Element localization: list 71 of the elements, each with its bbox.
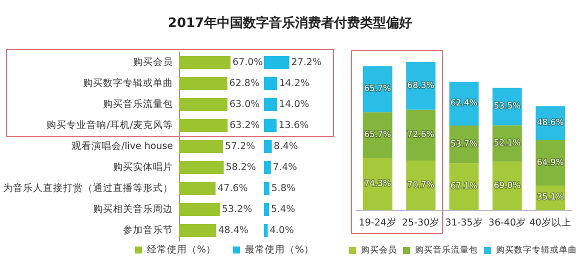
y-tick-label: 购买会员 (133, 56, 173, 68)
bar (264, 224, 268, 237)
bar (264, 56, 290, 69)
data-label: 8.4% (274, 141, 298, 152)
bar (264, 98, 278, 111)
data-label: 72.6% (407, 130, 434, 140)
data-label: 63.2% (230, 120, 260, 131)
bar (264, 77, 278, 90)
data-label: 62.4% (450, 98, 478, 109)
data-label: 4.0% (270, 225, 294, 236)
data-label: 58.2% (226, 162, 256, 173)
bar (264, 203, 270, 216)
data-label: 35.1% (536, 192, 564, 203)
bar (179, 182, 216, 195)
data-label: 70.7% (407, 180, 434, 190)
data-label: 14.2% (279, 78, 310, 89)
data-label: 7.4% (272, 162, 298, 173)
data-label: 64.9% (536, 158, 564, 168)
x-tick-label: 25-30岁 (402, 216, 440, 228)
data-label: 27.2% (291, 57, 322, 68)
data-label: 53.7% (450, 139, 478, 150)
bar (264, 161, 271, 174)
data-label: 62.8% (229, 78, 260, 89)
bar (264, 140, 272, 153)
data-label: 47.6% (218, 183, 248, 194)
data-label: 69.0% (494, 180, 521, 191)
y-tick-label: 购买相关音乐周边 (93, 203, 173, 215)
y-tick-label: 观看演唱会/live house (71, 140, 174, 152)
bar (179, 224, 216, 237)
legend-label: 购买数字专辑或单曲 (496, 244, 577, 256)
legend-label: 最常使用（%） (245, 244, 314, 256)
data-label: 14.0% (279, 99, 310, 110)
data-label: 63.0% (229, 99, 260, 110)
bar (179, 98, 228, 111)
bar (264, 119, 277, 132)
bar (179, 56, 231, 69)
text: 2017年中国数字音乐消费者付费类型偏好 (166, 14, 414, 32)
data-label: 5.8% (271, 183, 296, 194)
legend-label: 购买音乐流量包 (415, 244, 478, 256)
data-label: 65.7% (364, 84, 392, 94)
data-label: 5.4% (271, 204, 296, 215)
y-tick-label: 购买专业音响/耳机/麦克风等 (46, 119, 173, 131)
bar (179, 203, 220, 216)
y-tick-label: 购买音乐流量包 (103, 98, 173, 110)
x-tick-label: 36-40岁 (488, 216, 526, 228)
x-tick-label: 40岁以上 (529, 216, 572, 228)
x-tick-label: 19-24岁 (358, 216, 396, 228)
bar (179, 77, 228, 90)
bar (179, 161, 224, 174)
data-label: 74.3% (364, 179, 392, 190)
data-label: 67.1% (450, 182, 478, 192)
data-label: 68.3% (407, 80, 434, 91)
legend-label: 经常使用（%） (147, 244, 216, 256)
bar (264, 182, 270, 195)
y-tick-label: 参加音乐节 (123, 224, 173, 236)
y-tick-label: 为音乐人直接打赏（通过直播等形式） (3, 182, 173, 194)
data-label: 53.2% (222, 204, 252, 215)
x-tick-label: 31-35岁 (445, 216, 483, 228)
data-label: 52.1% (494, 138, 521, 149)
data-label: 67.0% (232, 57, 263, 68)
data-label: 48.4% (218, 225, 248, 236)
bar (179, 119, 228, 132)
y-tick-label: 购买数字专辑或单曲 (83, 77, 173, 89)
data-label: 13.6% (278, 120, 309, 131)
data-label: 65.7% (364, 130, 392, 140)
data-label: 53.5% (494, 102, 521, 112)
y-tick-label: 购买实体唱片 (113, 161, 173, 173)
legend-label: 购买会员 (361, 244, 397, 256)
data-label: 57.2% (224, 141, 256, 152)
data-label: 48.6% (536, 118, 564, 128)
bar (179, 140, 223, 153)
